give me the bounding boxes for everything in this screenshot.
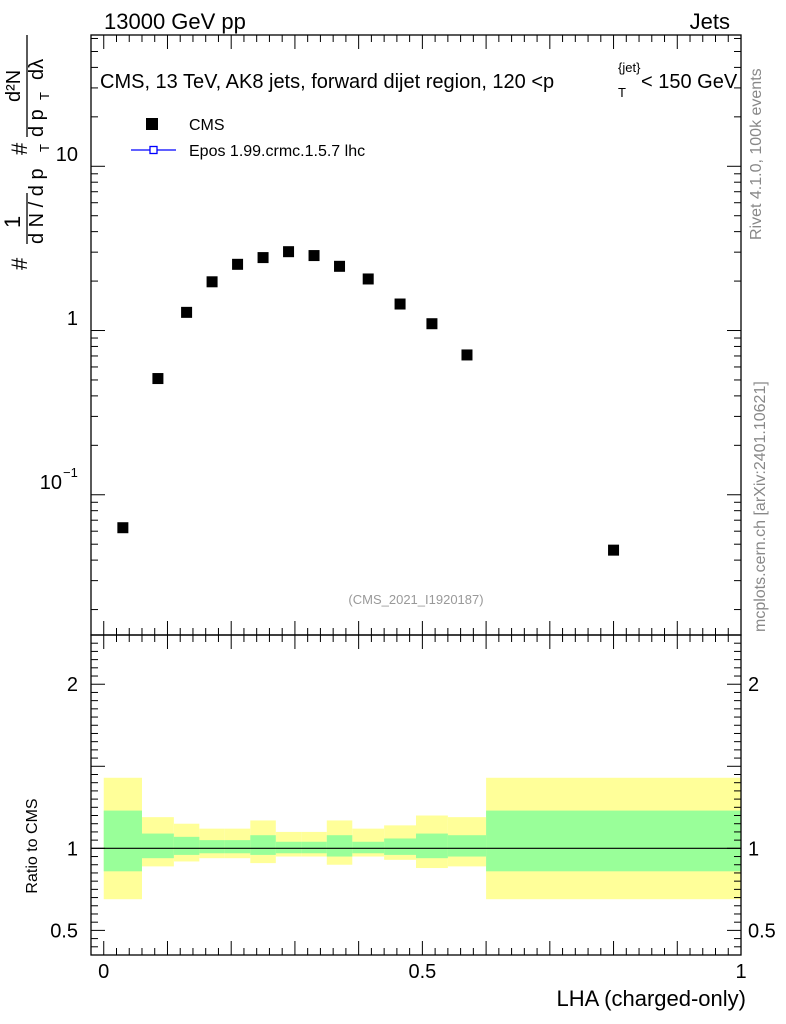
analysis-watermark: (CMS_2021_I1920187): [348, 592, 483, 607]
ratio-y-axis-label: Ratio to CMS: [24, 798, 41, 893]
ratio-band-inner-3: [199, 840, 225, 854]
ytick-label-10: 10: [56, 144, 78, 166]
main-y-axis-label: # 1 d N / d p T # d²N d p T dλ: [0, 35, 52, 270]
cms-data-point: [117, 522, 129, 534]
cms-data-point: [152, 373, 164, 385]
x-axis-label: LHA (charged-only): [556, 986, 746, 1011]
ratio-ytick-label-left-2: 0.5: [50, 920, 78, 942]
ratio-band-inner-12: [447, 835, 487, 857]
ratio-band-inner-9: [352, 841, 385, 854]
legend-epos-label: Epos 1.99.crmc.1.5.7 lhc: [189, 143, 365, 160]
cms-data-point: [334, 260, 346, 272]
title-sub: T: [618, 85, 626, 100]
ratio-plot-frame: [90, 634, 742, 956]
ylabel-hash-1: #: [7, 257, 32, 270]
ratio-band-inner-0: [103, 810, 142, 872]
legend: CMS Epos 1.99.crmc.1.5.7 lhc: [131, 117, 365, 160]
header-right: Jets: [690, 9, 730, 34]
ratio-band-inner-2: [173, 836, 200, 855]
ratio-ytick-label-right-2: 0.5: [748, 920, 776, 942]
rivet-version-label: Rivet 4.1.0, 100k events: [748, 68, 765, 240]
main-plot-area: [90, 34, 742, 636]
mcplots-label: mcplots.cern.ch [arXiv:2401.10621]: [752, 381, 769, 632]
cms-data-point: [257, 252, 269, 264]
ylabel-den-t: T: [37, 144, 52, 152]
ratio-band-inner-1: [141, 833, 174, 859]
cms-data-point: [461, 349, 473, 361]
cms-data-point: [608, 544, 620, 556]
ylabel-den2: d p: [26, 109, 48, 137]
cms-data-point: [362, 273, 374, 285]
ylabel-den: d N / d p: [26, 168, 48, 244]
ylabel-num: d²N: [3, 70, 25, 102]
header-left: 13000 GeV pp: [104, 9, 246, 34]
plot-title: CMS, 13 TeV, AK8 jets, forward dijet reg…: [100, 60, 738, 100]
cms-data-point: [394, 298, 406, 310]
ratio-band-inner-13: [486, 810, 741, 872]
cms-data-point: [181, 306, 193, 318]
ratio-ytick-label-left-0: 2: [67, 674, 78, 696]
ratio-band-inner-11: [416, 833, 448, 859]
ylabel-den2-t: T: [37, 92, 52, 100]
xtick-label-0: 0: [98, 961, 109, 983]
ratio-plot-area: 2 21 10.5 0.50 0.5 1: [50, 634, 776, 983]
title-tail: < 150 GeV: [641, 71, 738, 93]
ratio-band-inner-5: [250, 835, 276, 855]
ratio-band-inner-7: [301, 841, 327, 854]
ytick-label-0.1-exp: −1: [63, 465, 78, 480]
cms-data-point: [206, 276, 218, 288]
ylabel-one: 1: [0, 216, 25, 228]
xtick-label-2: 1: [735, 961, 746, 983]
cms-data-point: [308, 250, 320, 262]
ratio-ytick-label-right-0: 2: [748, 674, 759, 696]
title-main: CMS, 13 TeV, AK8 jets, forward dijet reg…: [100, 71, 554, 93]
ratio-band-inner-6: [275, 841, 302, 854]
ylabel-dlambda: dλ: [26, 59, 48, 80]
cms-data-point: [232, 258, 244, 270]
ylabel-hash-2: #: [7, 142, 32, 155]
cms-data-point: [426, 318, 438, 330]
cms-data-point: [283, 246, 295, 258]
ratio-ytick-label-right-1: 1: [748, 838, 759, 860]
ratio-band-inner-10: [384, 838, 416, 855]
legend-cms-label: CMS: [189, 117, 225, 134]
legend-cms-marker: [146, 118, 158, 130]
ytick-label-0.1: 10: [40, 472, 62, 494]
ratio-band-inner-4: [224, 840, 251, 854]
title-sup: {jet}: [618, 60, 641, 75]
xtick-label-1: 0.5: [408, 961, 436, 983]
ratio-ytick-label-left-1: 1: [67, 838, 78, 860]
legend-epos-marker: [149, 145, 158, 155]
ytick-label-1: 1: [67, 308, 78, 330]
ratio-band-inner-8: [326, 835, 353, 857]
main-y-tick-labels: 10 1 10 −1: [40, 144, 78, 494]
